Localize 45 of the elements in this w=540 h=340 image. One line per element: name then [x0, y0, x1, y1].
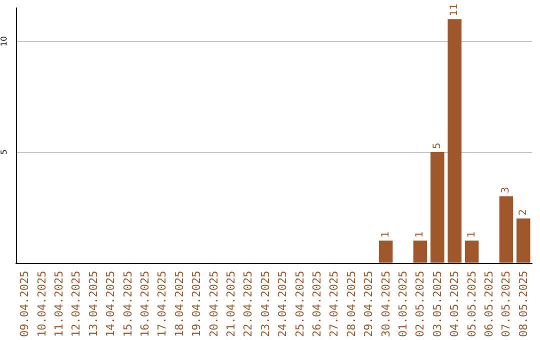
- bar: [378, 240, 393, 263]
- x-tick-label: 22.04.2025: [242, 270, 255, 338]
- data-label: 1: [466, 231, 478, 238]
- x-tick-label: 29.04.2025: [362, 270, 376, 338]
- x-tick-label: 16.04.2025: [138, 270, 152, 338]
- data-label: 2: [518, 209, 529, 216]
- x-tick-label: 28.04.2025: [344, 270, 358, 338]
- x-tick-label: 13.04.2025: [86, 270, 100, 338]
- x-tick-label: 26.04.2025: [310, 270, 324, 338]
- x-tick-label: 17.04.2025: [156, 270, 169, 338]
- bar: [499, 196, 514, 263]
- x-tick-label: 27.04.2025: [328, 270, 341, 338]
- data-label: 11: [449, 3, 460, 16]
- x-tick-label: 24.04.2025: [276, 270, 290, 338]
- x-tick-label: 07.05.2025: [500, 270, 513, 338]
- data-label: 3: [500, 186, 512, 194]
- x-tick-label: 15.04.2025: [121, 270, 134, 338]
- data-label: 5: [432, 142, 443, 150]
- bar: [464, 240, 479, 263]
- x-tick-label: 03.05.2025: [430, 270, 444, 338]
- bar: [430, 152, 444, 263]
- x-tick-label: 06.05.2025: [482, 270, 496, 338]
- x-tick-label: 30.04.2025: [379, 270, 392, 338]
- x-tick-label: 23.04.2025: [258, 270, 272, 338]
- x-tick-label: 01.05.2025: [396, 270, 410, 338]
- x-tick-label: 10.04.2025: [35, 270, 48, 338]
- x-tick-label: 12.04.2025: [70, 270, 83, 338]
- x-tick-label: 21.04.2025: [224, 270, 238, 338]
- x-tick-label: 05.05.2025: [465, 270, 478, 338]
- bar: [413, 240, 428, 263]
- data-label: 1: [380, 231, 392, 238]
- x-tick-label: 20.04.2025: [207, 270, 220, 338]
- x-tick-label: 18.04.2025: [172, 270, 186, 338]
- x-tick-label: 04.05.2025: [448, 270, 462, 338]
- bar: [448, 19, 462, 263]
- x-tick-label: 14.04.2025: [104, 270, 118, 338]
- x-tick-label: 08.05.2025: [516, 270, 530, 338]
- x-tick-label: 25.04.2025: [293, 270, 306, 338]
- x-tick-label: 09.04.2025: [18, 270, 32, 338]
- x-tick-label: 11.04.2025: [52, 270, 66, 338]
- x-tick-label: 19.04.2025: [190, 270, 204, 338]
- bar: [516, 218, 530, 263]
- data-label: 1: [414, 231, 426, 238]
- x-tick-label: 02.05.2025: [414, 270, 427, 338]
- y-tick-label: 10: [0, 36, 8, 46]
